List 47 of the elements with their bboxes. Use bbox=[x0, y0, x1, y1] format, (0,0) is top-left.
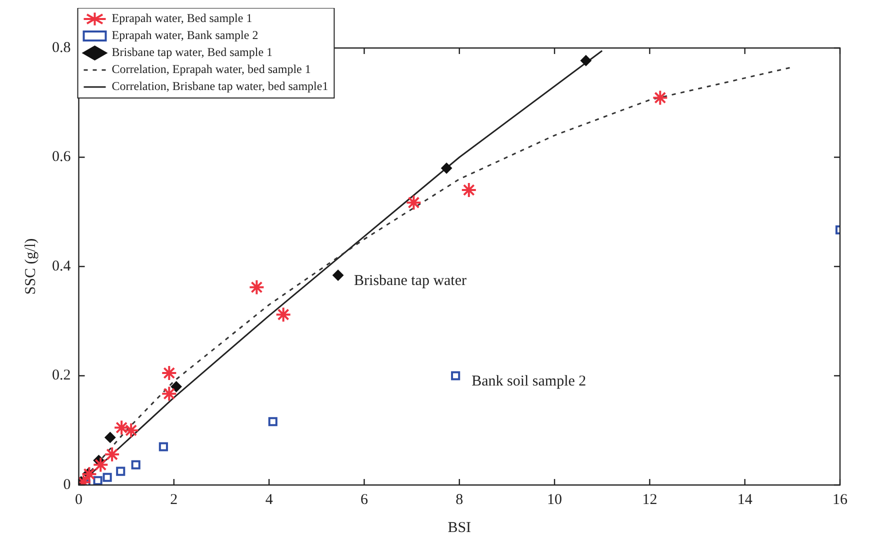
y-tick-label: 0.8 bbox=[52, 40, 71, 56]
point bbox=[116, 466, 126, 476]
point bbox=[92, 456, 109, 473]
x-tick-label: 0 bbox=[75, 492, 82, 508]
point bbox=[104, 446, 120, 462]
annotation: Bank soil sample 2 bbox=[472, 374, 586, 390]
point bbox=[93, 476, 102, 485]
legend-label: Correlation, Brisbane tap water, bed sample1 bbox=[112, 79, 328, 94]
point bbox=[131, 460, 140, 470]
point bbox=[580, 55, 592, 66]
x-tick-label: 10 bbox=[547, 492, 562, 508]
point bbox=[161, 365, 178, 382]
point bbox=[451, 371, 460, 380]
x-tick-label: 8 bbox=[456, 492, 464, 508]
x-tick-label: 4 bbox=[265, 492, 274, 508]
legend-label: Eprapah water, Bed sample 1 bbox=[112, 11, 252, 26]
point bbox=[114, 420, 130, 436]
y-tick-label: 0.4 bbox=[52, 258, 72, 274]
point bbox=[123, 422, 140, 438]
point bbox=[104, 432, 116, 443]
x-tick-label: 6 bbox=[360, 492, 368, 508]
y-tick-label: 0 bbox=[63, 476, 71, 493]
x-tick-label: 16 bbox=[832, 492, 848, 508]
x-tick-label: 12 bbox=[642, 492, 658, 508]
legend-label: Correlation, Eprapah water, bed sample 1 bbox=[112, 62, 311, 76]
point bbox=[406, 194, 422, 211]
x-tick-label: 2 bbox=[170, 492, 178, 508]
point bbox=[652, 90, 668, 106]
y-axis-title: SSC (g/l) bbox=[22, 238, 39, 295]
x-axis-title: BSI bbox=[448, 520, 472, 536]
point bbox=[275, 306, 292, 323]
point bbox=[460, 182, 477, 198]
point bbox=[102, 472, 112, 482]
y-tick-label: 0.2 bbox=[52, 368, 71, 384]
point bbox=[441, 162, 452, 174]
x-tick-label: 14 bbox=[737, 492, 753, 508]
legend-label: Eprapah water, Bank sample 2 bbox=[112, 28, 258, 42]
y-tick-label: 0.6 bbox=[52, 149, 72, 166]
point bbox=[170, 381, 182, 392]
point bbox=[161, 386, 178, 402]
legend-label: Brisbane tap water, Bed sample 1 bbox=[112, 45, 273, 60]
point bbox=[158, 442, 168, 452]
point bbox=[81, 466, 98, 482]
point bbox=[268, 417, 278, 426]
annotation: Brisbane tap water bbox=[354, 273, 467, 290]
point bbox=[332, 270, 344, 281]
point bbox=[248, 279, 265, 296]
